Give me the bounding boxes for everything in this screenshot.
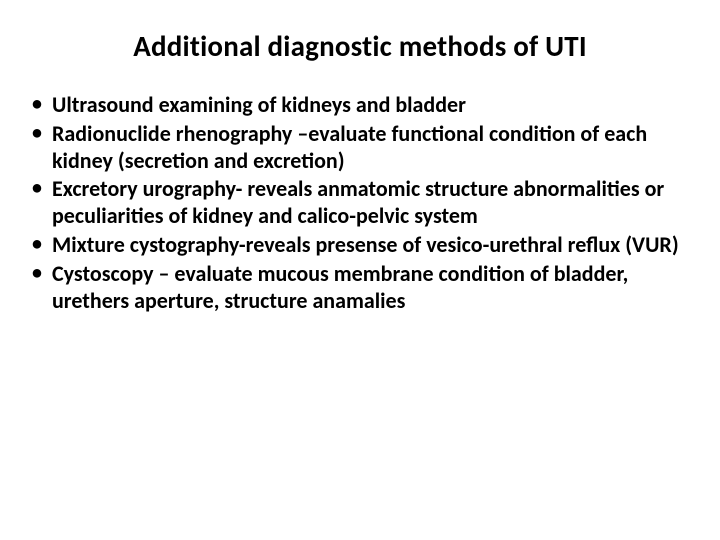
bullet-text: Cystoscopy – evaluate mucous membrane co… bbox=[52, 260, 628, 314]
list-item: • Cystoscopy – evaluate mucous membrane … bbox=[30, 261, 690, 315]
bullet-icon: • bbox=[32, 92, 42, 116]
bullet-text: Ultrasound examining of kidneys and blad… bbox=[52, 91, 466, 118]
list-item: • Radionuclide rhenography –evaluate fun… bbox=[30, 121, 690, 175]
bullet-list: • Ultrasound examining of kidneys and bl… bbox=[30, 92, 690, 315]
slide-title: Additional diagnostic methods of UTI bbox=[30, 28, 690, 64]
bullet-icon: • bbox=[32, 261, 42, 285]
bullet-icon: • bbox=[32, 232, 42, 256]
list-item: • Mixture cystography-reveals presense o… bbox=[30, 232, 690, 259]
bullet-icon: • bbox=[32, 176, 42, 200]
bullet-text: Radionuclide rhenography –evaluate funct… bbox=[52, 120, 647, 174]
list-item: • Ultrasound examining of kidneys and bl… bbox=[30, 92, 690, 119]
slide-container: Additional diagnostic methods of UTI • U… bbox=[0, 0, 720, 540]
bullet-icon: • bbox=[32, 121, 42, 145]
list-item: • Excretory urography- reveals anmatomic… bbox=[30, 176, 690, 230]
bullet-text: Mixture cystography-reveals presense of … bbox=[52, 231, 679, 258]
bullet-text: Excretory urography- reveals anmatomic s… bbox=[52, 175, 664, 229]
